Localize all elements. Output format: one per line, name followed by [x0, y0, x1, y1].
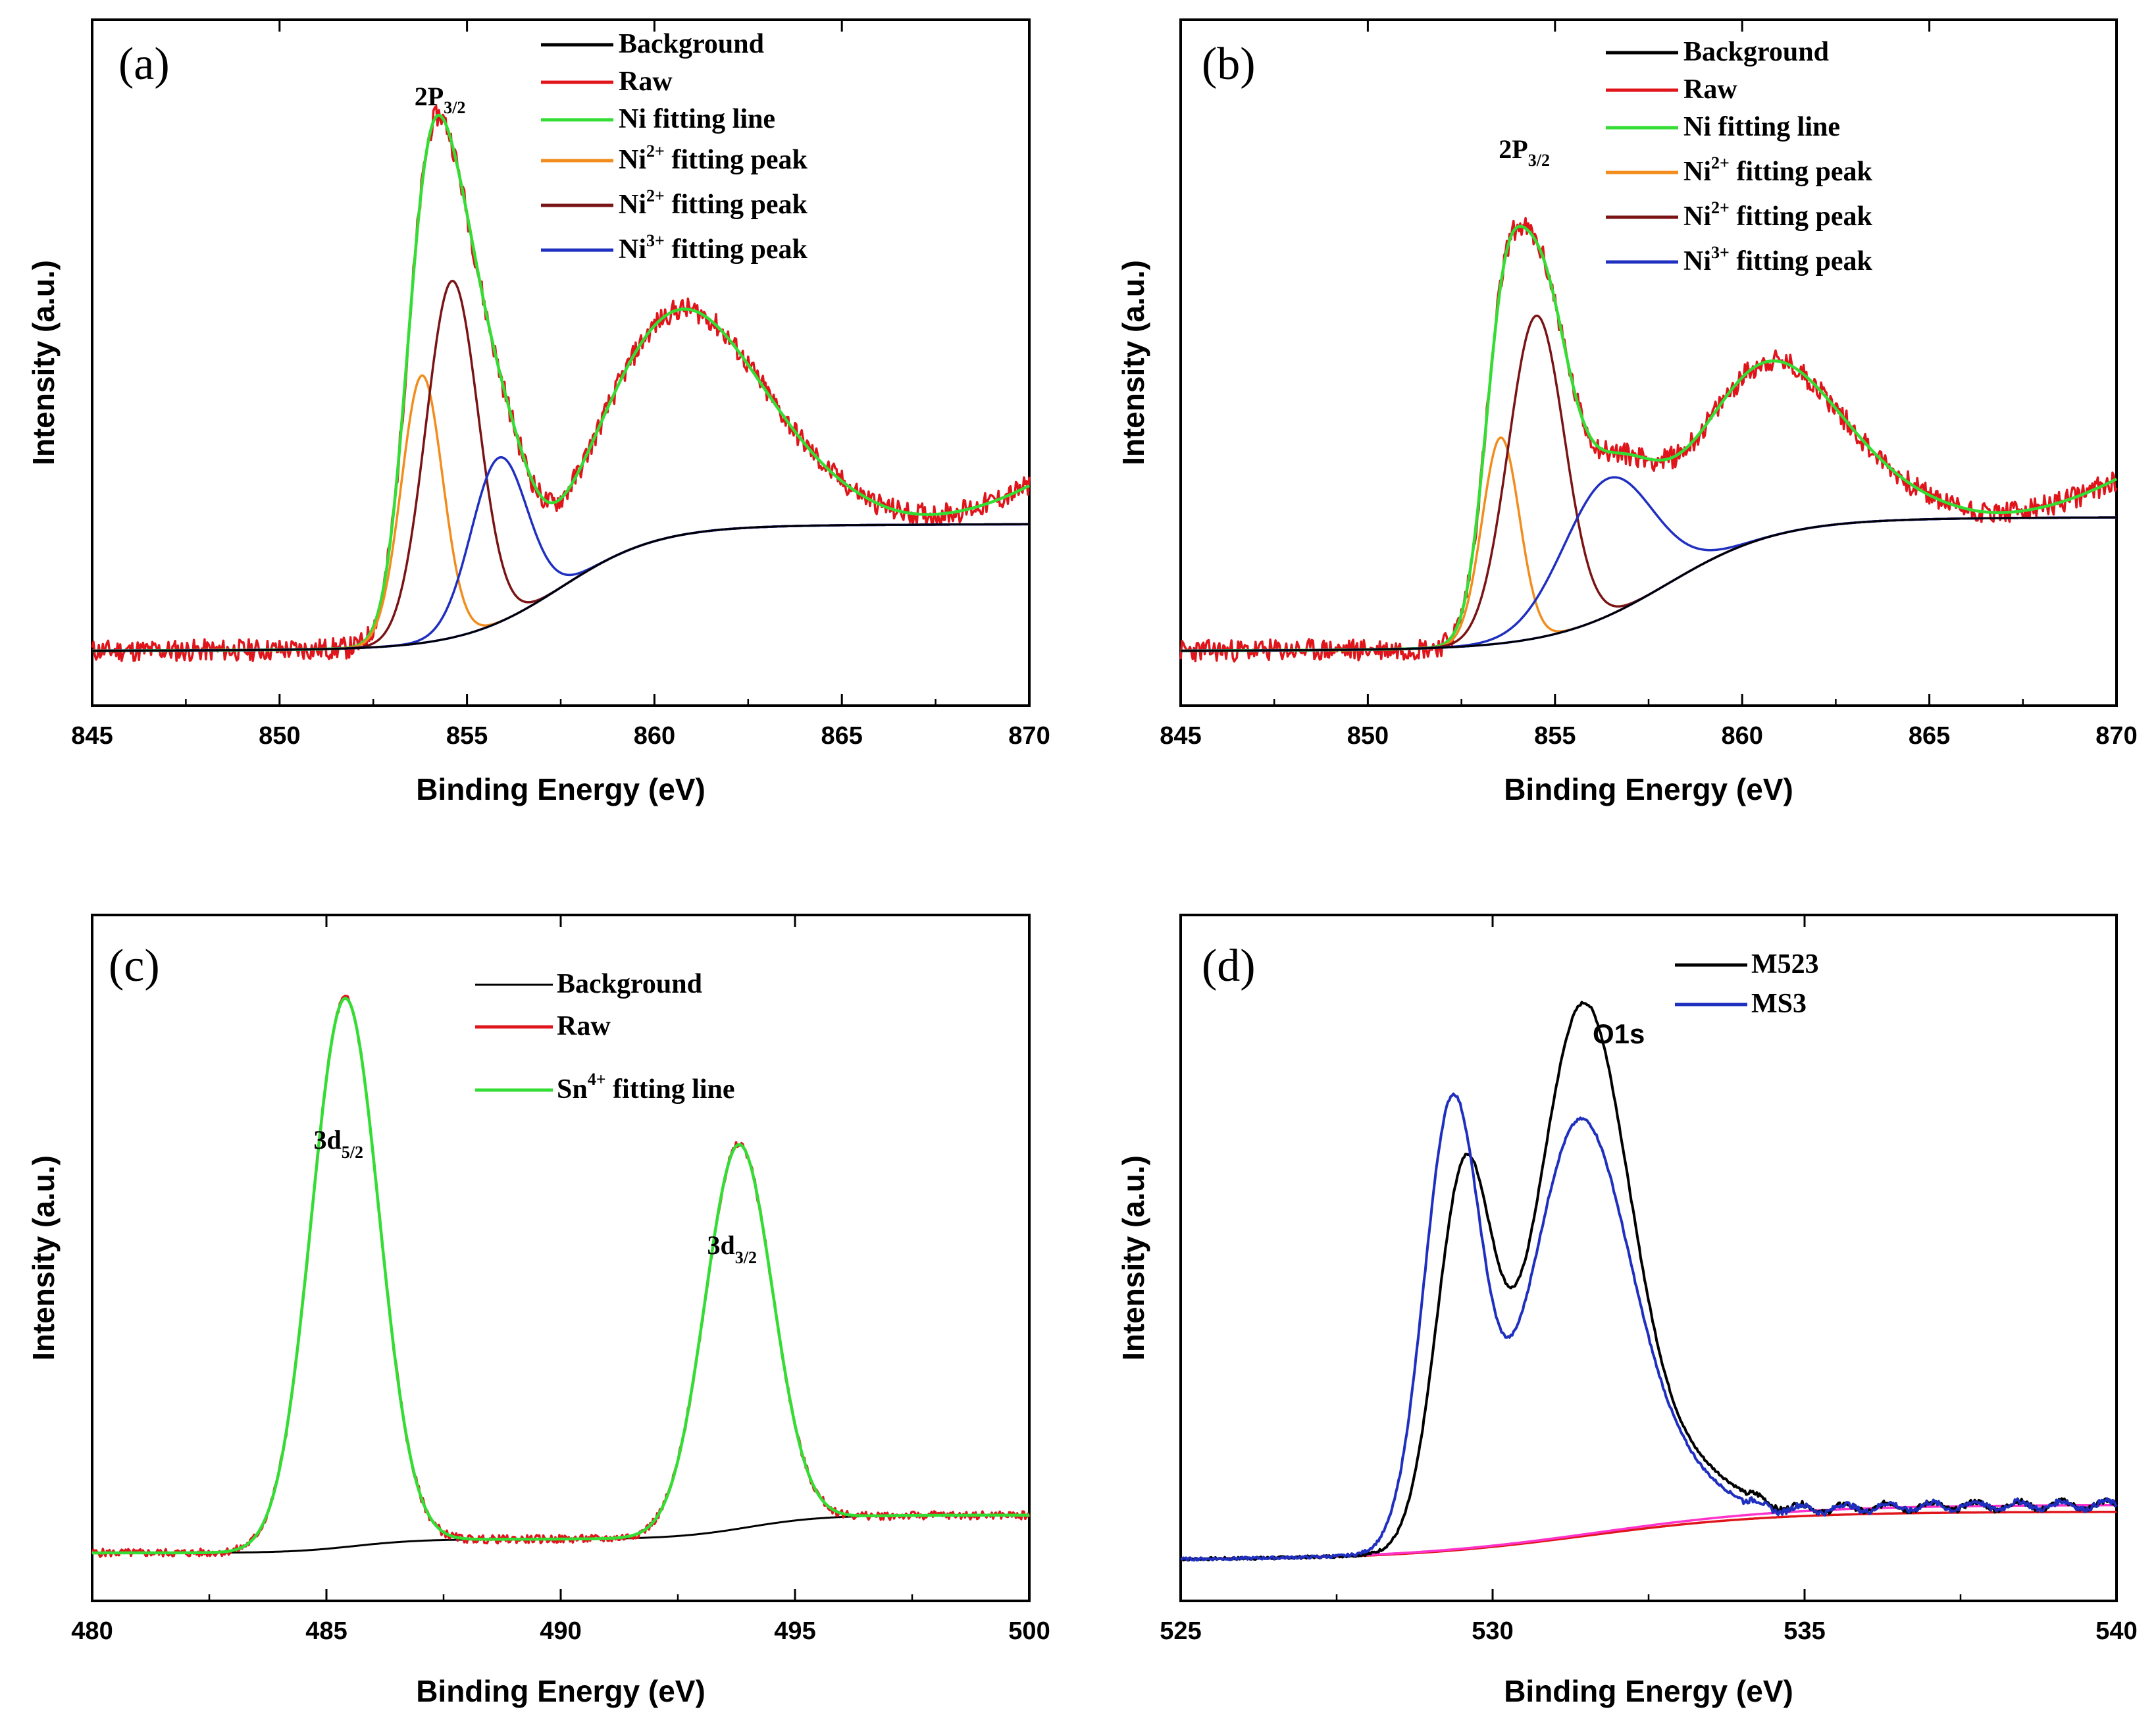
annotations: 3d5/2 3d3/2 — [313, 1125, 757, 1267]
x-axis-title: Binding Energy (eV) — [416, 772, 706, 806]
x-ticks: 480 485 490 495 500 — [71, 915, 1050, 1645]
x-axis-title: Binding Energy (eV) — [1504, 1674, 1793, 1708]
panel-a: (a) Binding Energy (eV) Intensity (a.u.)… — [26, 18, 1050, 806]
legend-label: Ni2+ fitting peak — [619, 186, 808, 220]
legend-label: Raw — [557, 1011, 611, 1041]
legend: Background Raw Ni fitting line Ni2+ fitting… — [1606, 37, 1872, 276]
x-ticks: 525 530 535 540 — [1160, 915, 2138, 1645]
x-tick-label: 865 — [821, 722, 862, 750]
background — [92, 523, 1029, 652]
legend-label: MS3 — [1751, 989, 1807, 1019]
background — [1181, 516, 2117, 652]
x-tick-label: 870 — [1008, 722, 1050, 750]
fitting-peak-3 — [1181, 476, 2117, 652]
y-axis-title: Intensity (a.u.) — [1116, 1155, 1150, 1361]
x-tick-label: 500 — [1008, 1617, 1050, 1645]
series-group — [91, 995, 1031, 1558]
plot-frame — [91, 18, 1031, 707]
peak-annotation: 3d5/2 — [313, 1125, 363, 1162]
series-MS3 — [1180, 1092, 2118, 1562]
x-ticks: 845 850 855 860 865 870 — [71, 20, 1050, 750]
peak-annotation: 3d3/2 — [707, 1230, 757, 1267]
x-tick-label: 485 — [305, 1617, 347, 1645]
legend: Background Raw Ni fitting line Ni2+ fitting… — [541, 29, 808, 265]
series-M523 — [1180, 1001, 2118, 1562]
annotations: 2P3/2 — [1499, 134, 1550, 170]
legend-label: M523 — [1751, 949, 1819, 980]
fitting-peak-3 — [92, 456, 1029, 652]
x-tick-label: 860 — [634, 722, 675, 750]
x-tick-label: 490 — [540, 1617, 581, 1645]
panel-label: (b) — [1202, 39, 1256, 90]
y-axis-title: Intensity (a.u.) — [26, 260, 61, 465]
legend-label: Background — [557, 969, 702, 999]
x-tick-label: 495 — [774, 1617, 815, 1645]
x-tick-label: 865 — [1909, 722, 1950, 750]
panel-b: (b) Binding Energy (eV) Intensity (a.u.)… — [1116, 18, 2138, 806]
x-tick-label: 850 — [1347, 722, 1389, 750]
fitted-background — [1181, 516, 2117, 652]
y-axis-title: Intensity (a.u.) — [26, 1155, 61, 1361]
plot-frame — [1179, 18, 2118, 707]
x-tick-label: 850 — [259, 722, 300, 750]
legend: M523 MS3 — [1675, 949, 1819, 1019]
legend-label: Background — [619, 29, 764, 59]
fitting-peak-2 — [1181, 314, 2117, 652]
legend-label: Ni2+ fitting peak — [1683, 198, 1872, 232]
legend-label: Ni3+ fitting peak — [619, 231, 808, 265]
x-tick-label: 535 — [1784, 1617, 1825, 1645]
legend-label: Ni3+ fitting peak — [1683, 243, 1872, 276]
legend-label: Ni fitting line — [619, 104, 775, 134]
series-group — [1179, 217, 2118, 663]
legend-label: Ni2+ fitting peak — [1683, 153, 1872, 187]
x-tick-label: 480 — [71, 1617, 113, 1645]
legend-label: Raw — [619, 66, 673, 97]
legend-label: Background — [1683, 37, 1829, 67]
panel-label: (d) — [1202, 941, 1256, 991]
x-tick-label: 525 — [1160, 1617, 1201, 1645]
x-axis-title: Binding Energy (eV) — [1504, 772, 1793, 806]
x-tick-label: 855 — [1534, 722, 1576, 750]
fitting-peak-2 — [92, 279, 1029, 652]
ni-fitting-line — [91, 113, 1031, 652]
ni-fitting-line — [1180, 224, 2118, 652]
x-tick-label: 860 — [1721, 722, 1762, 750]
y-axis-title: Intensity (a.u.) — [1116, 260, 1150, 465]
x-tick-label: 870 — [2095, 722, 2137, 750]
x-tick-label: 530 — [1472, 1617, 1513, 1645]
x-tick-label: 540 — [2095, 1617, 2137, 1645]
x-tick-label: 845 — [1160, 722, 1201, 750]
sn-fitting-line — [91, 997, 1030, 1555]
panel-d: (d) Binding Energy (eV) Intensity (a.u.)… — [1116, 914, 2138, 1708]
panel-c: (c) Binding Energy (eV) Intensity (a.u.)… — [26, 914, 1050, 1708]
legend: Background Raw Sn4+ fitting line — [475, 969, 735, 1105]
background-e0151b — [1181, 1511, 2117, 1561]
background — [92, 1514, 1029, 1554]
legend-label: Raw — [1683, 74, 1737, 105]
panel-label: (a) — [118, 39, 170, 90]
plot-frame — [1179, 914, 2118, 1602]
series-group — [91, 105, 1031, 662]
x-tick-label: 855 — [446, 722, 488, 750]
series-group — [1180, 1001, 2118, 1562]
raw-spectrum — [91, 105, 1031, 662]
legend-label: Sn4+ fitting line — [557, 1070, 735, 1105]
legend-label: Ni fitting line — [1683, 112, 1840, 142]
panel-label: (c) — [109, 941, 160, 991]
x-ticks: 845 850 855 860 865 870 — [1160, 20, 2138, 750]
legend-label: Ni2+ fitting peak — [619, 142, 808, 175]
peak-annotation: O1s — [1593, 1018, 1645, 1049]
fitting-peak-1 — [92, 374, 1029, 652]
x-axis-title: Binding Energy (eV) — [416, 1674, 706, 1708]
fitting-peak-1 — [1181, 436, 2117, 652]
annotations: O1s — [1593, 1018, 1645, 1049]
peak-annotation: 2P3/2 — [1499, 134, 1550, 170]
x-tick-label: 845 — [71, 722, 113, 750]
